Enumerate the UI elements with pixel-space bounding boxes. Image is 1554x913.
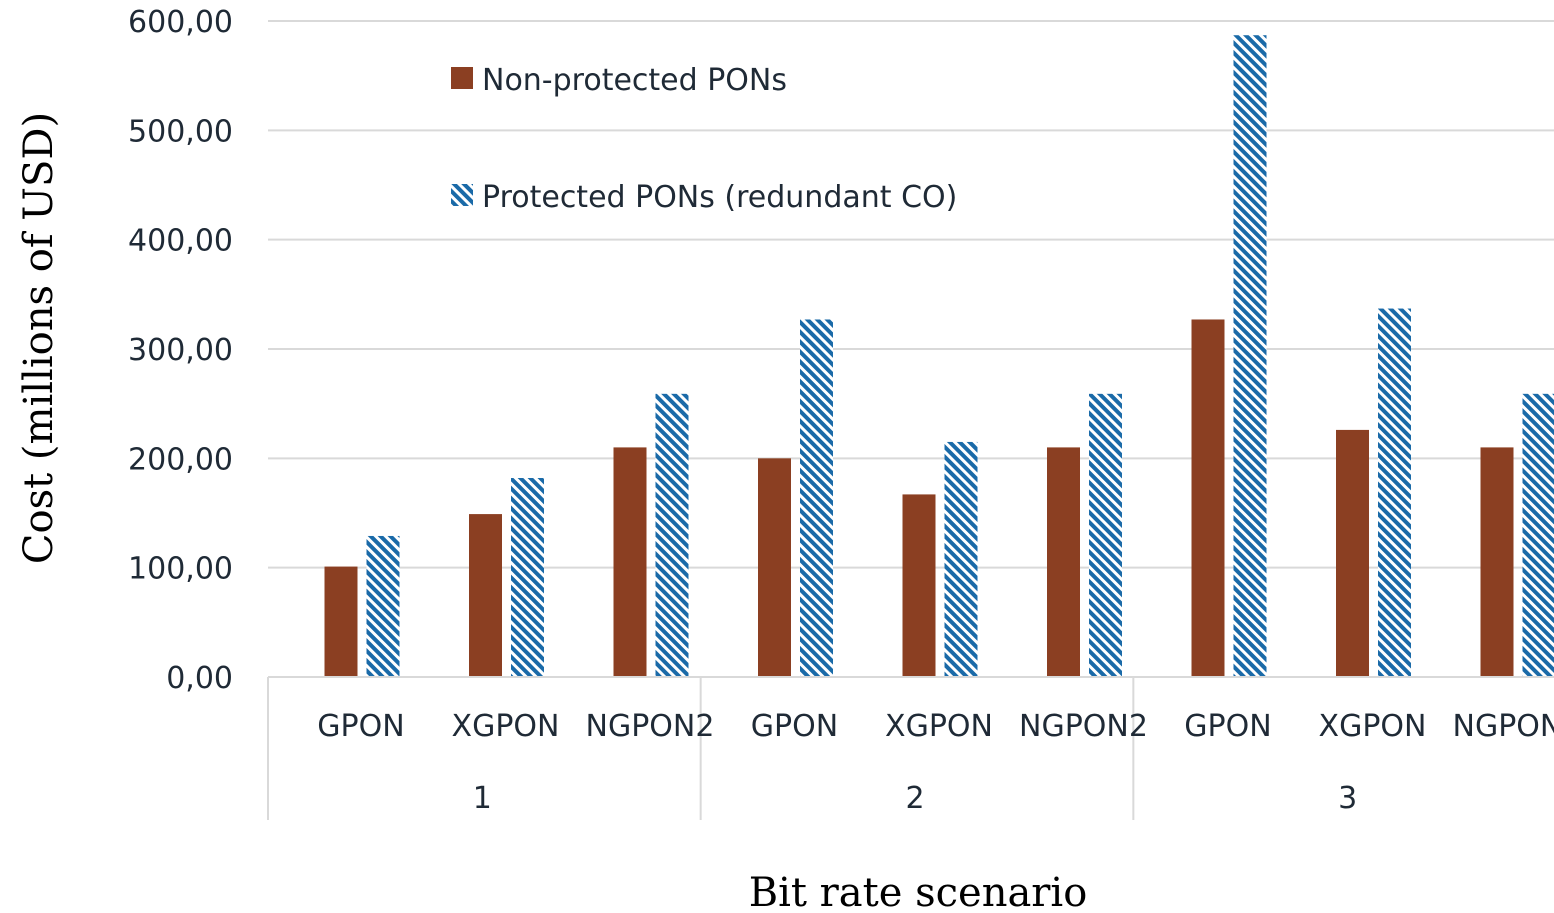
- bar-non-protected: [758, 458, 791, 677]
- category-label: GPON: [317, 709, 404, 744]
- bar-non-protected: [1191, 319, 1225, 677]
- legend-swatch-protected: [451, 184, 473, 206]
- bar-non-protected: [902, 494, 936, 677]
- bar-protected: [1089, 393, 1122, 677]
- bar-non-protected: [1480, 447, 1514, 677]
- y-tick-label: 0,00: [166, 661, 233, 696]
- group-label: 3: [1338, 781, 1357, 816]
- bar-protected: [366, 535, 400, 677]
- y-tick-label: 300,00: [128, 333, 233, 368]
- y-tick-label: 200,00: [128, 442, 233, 477]
- category-label: XGPON: [1319, 709, 1427, 744]
- x-tick-labels: GPON XGPON NGPON2 1 GPON XGPON NGPON2 2 GPON XGPO…: [317, 709, 1554, 816]
- bar-non-protected: [613, 447, 647, 677]
- bar-non-protected: [1336, 429, 1369, 677]
- legend-label-protected: Protected PONs (redundant CO): [482, 180, 957, 215]
- y-tick-label: 100,00: [128, 552, 233, 587]
- bar-protected: [655, 393, 689, 677]
- category-label: NGPON2: [586, 709, 715, 744]
- category-label: NGPON2: [1453, 709, 1554, 744]
- category-label: GPON: [1184, 709, 1271, 744]
- legend-swatch-non-protected: [451, 67, 473, 89]
- category-label: GPON: [751, 709, 838, 744]
- bar-protected: [800, 319, 833, 677]
- bar-non-protected: [469, 514, 502, 677]
- x-axis: [267, 676, 1554, 820]
- group-label: 2: [905, 781, 924, 816]
- y-axis-title: Cost (millions of USD): [16, 112, 62, 564]
- bar-non-protected: [324, 566, 358, 677]
- legend-label-non-protected: Non-protected PONs: [482, 63, 787, 98]
- group-label: 1: [473, 781, 492, 816]
- bar-protected: [944, 441, 978, 677]
- y-tick-label: 400,00: [128, 224, 233, 259]
- bars: [324, 35, 1554, 678]
- bar-protected: [1378, 308, 1411, 677]
- bar-non-protected: [1047, 447, 1080, 677]
- legend: Non-protected PONs Protected PONs (redun…: [451, 63, 957, 215]
- y-tick-label: 500,00: [128, 114, 233, 149]
- category-label: NGPON2: [1019, 709, 1148, 744]
- category-label: XGPON: [885, 709, 993, 744]
- bar-protected: [1522, 393, 1554, 677]
- x-axis-title: Bit rate scenario: [749, 870, 1088, 913]
- category-label: XGPON: [452, 709, 560, 744]
- y-tick-labels: 0,00 100,00 200,00 300,00 400,00 500,00 600,00: [128, 5, 233, 696]
- y-tick-label: 600,00: [128, 5, 233, 40]
- bar-protected: [1233, 35, 1267, 678]
- bar-protected: [511, 478, 544, 677]
